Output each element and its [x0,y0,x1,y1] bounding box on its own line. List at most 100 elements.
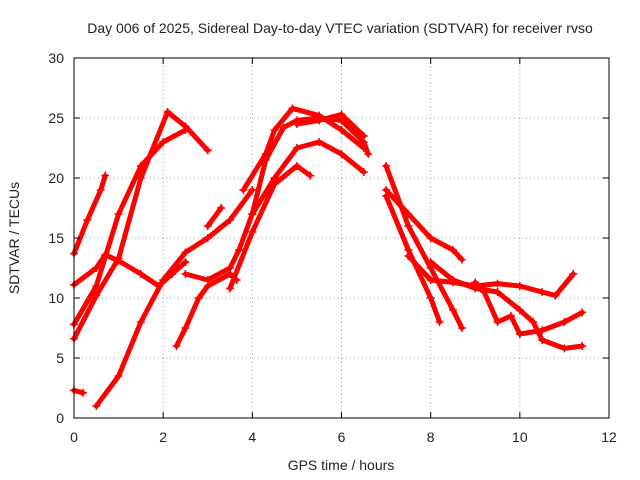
data-point-marker [234,246,243,254]
series-band [205,205,224,229]
data-point-marker [279,123,288,132]
data-point-marker [551,291,560,300]
series-track-9 [203,204,226,230]
data-point-marker [101,171,110,180]
data-point-marker [404,222,413,230]
data-point-marker [480,288,489,296]
data-point-marker [181,248,190,257]
data-point-marker [306,171,315,180]
data-point-marker [159,276,168,284]
data-point-marker [226,216,235,224]
data-point-marker [426,294,435,302]
data-point-marker [217,204,226,212]
data-point-marker [226,284,235,293]
series-band [183,115,371,283]
data-point-marker [315,116,324,125]
data-point-marker [114,210,123,218]
data-point-marker [163,108,172,116]
series-band [71,127,188,327]
data-point-marker [78,388,87,397]
data-point-marker [578,308,587,317]
data-point-marker [194,294,203,302]
series-track-13 [292,110,368,140]
series-band [294,111,367,139]
data-point-marker [136,174,145,182]
data-point-marker [515,330,524,338]
data-point-marker [181,258,190,266]
data-point-marker [359,132,368,140]
y-tick-label: 15 [48,230,64,246]
data-point-marker [359,144,368,152]
x-tick-label: 0 [70,429,78,445]
series-track-12 [248,138,368,218]
data-point-marker [96,186,105,194]
x-tick-label: 2 [159,429,167,445]
data-point-marker [538,336,547,344]
data-point-marker [114,256,123,265]
data-point-marker [136,318,145,326]
data-point-marker [538,326,547,335]
data-point-marker [515,306,524,314]
data-point-marker [515,282,524,290]
x-tick-label: 4 [248,429,256,445]
data-point-marker [493,288,502,296]
series-band [93,187,255,409]
data-point-marker [203,276,212,284]
series-band [71,173,108,257]
data-point-marker [270,174,279,182]
series-track-15 [382,186,466,264]
data-point-marker [248,186,257,194]
data-point-marker [203,234,212,242]
series-band [71,252,188,289]
data-point-marker [270,126,279,134]
series-track-16 [382,192,444,326]
x-tick-label: 12 [601,429,617,445]
data-point-marker [529,318,538,326]
data-point-marker [538,288,547,296]
y-tick-label: 0 [56,410,64,426]
data-point-marker [404,210,413,218]
data-point-marker [404,252,413,260]
data-point-marker [337,110,346,119]
data-point-marker [239,186,248,194]
data-point-marker [426,234,435,242]
series-track-10 [226,162,315,293]
y-tick-label: 30 [48,50,64,66]
data-point-marker [569,270,578,278]
data-point-marker [426,276,435,284]
data-point-marker [114,372,123,380]
data-point-marker [159,138,168,146]
data-point-marker [92,402,101,410]
data-point-marker [315,138,324,146]
data-point-marker [292,120,301,128]
data-point-marker [448,306,457,314]
data-point-marker [203,222,212,230]
series-group [70,104,587,410]
data-point-marker [83,216,92,224]
data-point-marker [382,162,391,170]
data-point-marker [560,318,569,326]
data-point-marker [261,150,270,158]
data-point-marker [448,246,457,254]
y-tick-label: 5 [56,350,64,366]
data-point-marker [578,342,587,350]
data-point-marker [172,342,181,350]
x-axis-label: GPS time / hours [288,457,395,473]
chart-title: Day 006 of 2025, Sidereal Day-to-day VTE… [87,20,593,36]
data-point-marker [92,291,101,300]
data-point-marker [457,324,466,332]
series-track-11 [239,104,368,194]
data-point-marker [426,258,435,266]
data-point-marker [292,144,301,152]
y-tick-label: 10 [48,290,64,306]
data-point-marker [337,126,346,134]
data-point-marker [92,264,101,272]
axis-ticks: 0 2 4 6 8 10 12 0 5 10 15 20 25 30 [48,50,617,445]
data-point-marker [248,228,257,236]
series-track-19 [471,278,587,338]
series-band [383,193,443,325]
data-point-marker [136,270,145,278]
data-point-marker [181,324,190,332]
data-point-marker [359,168,368,176]
